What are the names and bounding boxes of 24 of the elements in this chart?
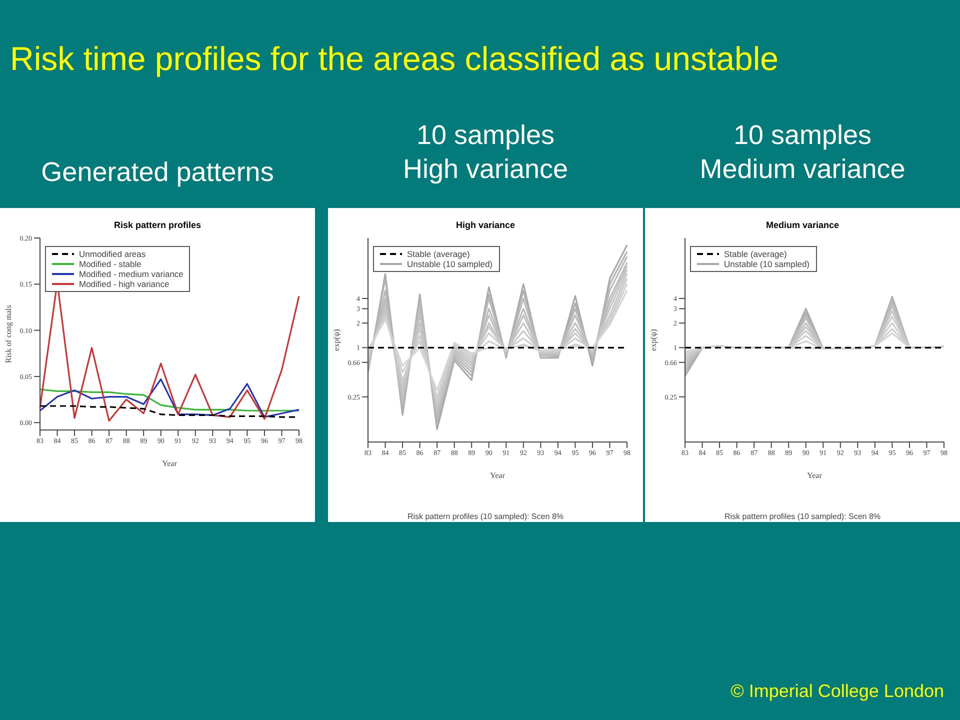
text: Risk time profiles for the areas classified as unstable <box>10 40 780 78</box>
text: Risk pattern profiles (10 sampled): Scen 8% <box>406 512 565 521</box>
legend-label: Unstable (10 sampled) <box>724 259 810 269</box>
chart-subtitle: Generated patterns <box>40 156 275 189</box>
text: © Imperial College London <box>730 681 944 702</box>
chart-subtitle: 10 samples Medium variance <box>698 119 906 186</box>
text: Risk pattern profiles (10 sampled): Scen 8% <box>723 512 882 521</box>
x-axis-title: Year <box>807 471 822 480</box>
x-axis-title: Year <box>162 459 178 468</box>
legend-label: Modified - medium variance <box>79 269 184 279</box>
chart-title: Medium variance <box>764 220 840 230</box>
y-axis-title: Risk of cong mals <box>4 305 13 363</box>
legend-label: Modified - high variance <box>79 279 170 289</box>
chart-title: Risk pattern profiles <box>112 220 202 230</box>
chart-subtitle: 10 samples High variance <box>402 119 570 186</box>
y-axis-title: exp(ψ) <box>332 328 341 351</box>
legend-label: Stable (average) <box>724 249 787 259</box>
legend-label: Unstable (10 sampled) <box>407 259 493 269</box>
legend-label: Unmodified areas <box>79 249 146 259</box>
chart-title: High variance <box>454 220 516 230</box>
legend-label: Modified - stable <box>79 259 142 269</box>
x-axis-title: Year <box>490 471 506 480</box>
legend-label: Stable (average) <box>407 249 470 259</box>
y-axis-title: exp(ψ) <box>648 328 658 351</box>
